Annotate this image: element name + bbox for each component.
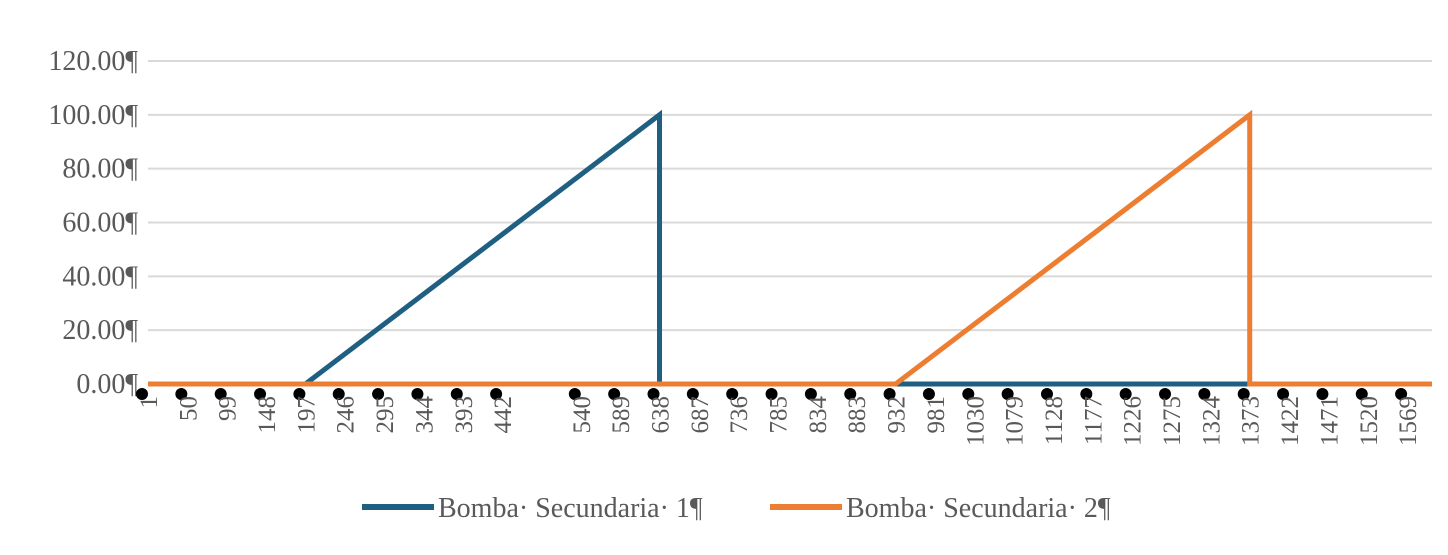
y-tick-label: 80.00¶ [62,154,138,185]
x-tick-label: 393 [451,396,478,434]
gridlines [148,60,1432,385]
x-tick-marker [136,388,148,400]
x-tick-marker [608,388,621,400]
x-tick-marker [411,388,424,400]
x-tick-label: 344 [411,396,438,434]
x-tick-marker [883,388,896,400]
legend-label-2: Bomba· Secundaria· 2¶ [846,493,1111,524]
y-tick-label: 120.00¶ [48,46,138,77]
series-line-1 [148,109,1432,387]
x-tick-label: 197 [293,396,320,434]
x-tick-label: 295 [372,396,399,434]
y-tick-label: 40.00¶ [62,261,138,292]
x-tick-marker [844,388,857,400]
x-tick-marker [293,388,306,400]
series-lines [148,109,1432,387]
x-tick-marker [1198,388,1211,400]
x-tick-marker [1395,388,1408,400]
x-tick-marker [332,388,345,400]
x-tick-label: 1177 [1080,396,1107,445]
x-tick-marker [254,388,267,400]
x-tick-marker [1001,388,1014,400]
x-tick-label: 1569 [1395,396,1422,446]
legend: Bomba· Secundaria· 1¶ Bomba· Secundaria· … [362,493,1111,524]
x-tick-label: 1275 [1159,396,1186,446]
x-tick-label: 981 [923,396,950,434]
x-tick-label: 1373 [1238,396,1265,446]
x-tick-label: 442 [490,396,517,434]
x-tick-label: 736 [726,396,753,434]
x-tick-label: 1324 [1198,396,1225,447]
x-tick-marker [922,388,935,400]
x-tick-marker [686,388,699,400]
x-tick-label: 1030 [962,396,989,446]
x-tick-label: 246 [333,396,360,434]
x-tick-label: 785 [766,396,793,434]
x-tick-label: 1 [136,396,163,409]
x-tick-label: 687 [687,396,714,434]
x-tick-marker [962,388,975,400]
x-tick-marker [1080,388,1093,400]
x-tick-label: 883 [844,396,871,434]
x-tick-marker [490,388,503,400]
x-tick-marker [726,388,739,400]
x-tick-label: 1226 [1120,396,1147,446]
x-tick-marker [765,388,778,400]
x-tick-label: 1079 [1002,396,1029,446]
x-tick-marker [1040,388,1053,400]
x-tick-marker [1277,388,1290,400]
x-tick-marker [372,388,385,400]
x-tick-label: 932 [884,396,911,434]
x-tick-label: 50 [175,396,202,421]
x-tick-marker [1159,388,1172,400]
y-tick-label: 20.00¶ [62,315,138,346]
y-axis-ticks: 0.00¶ 20.00¶ 40.00¶ 60.00¶ 80.00¶ 100.00¶ 120.… [48,46,138,400]
x-tick-marker [804,388,817,400]
legend-label-1: Bomba· Secundaria· 1¶ [438,493,703,524]
x-tick-marker [568,388,581,400]
x-tick-label: 1128 [1041,396,1068,445]
y-tick-label: 0.00¶ [76,369,138,400]
x-tick-marker [647,388,660,400]
x-tick-label: 1471 [1316,396,1343,446]
x-tick-marker [1316,388,1329,400]
x-tick-label: 99 [215,396,242,421]
series-line-2 [148,109,1432,387]
x-tick-marker [1237,388,1250,400]
y-tick-label: 100.00¶ [48,100,138,131]
x-tick-marker [450,388,463,400]
x-axis-ticks: 1 50 99 148 197 246 295 344 393 442 540 589 638 687 73… [136,388,1422,446]
x-tick-marker [214,388,227,400]
y-tick-label: 60.00¶ [62,208,138,239]
x-tick-marker [1355,388,1368,400]
x-tick-label: 589 [608,396,635,434]
x-tick-marker [1119,388,1132,400]
x-tick-label: 1520 [1356,396,1383,446]
x-tick-label: 834 [805,396,832,434]
x-tick-label: 148 [254,396,281,434]
x-tick-label: 1422 [1277,396,1304,446]
x-tick-label: 540 [569,396,596,434]
x-tick-marker [175,388,188,400]
x-tick-label: 638 [648,396,675,434]
